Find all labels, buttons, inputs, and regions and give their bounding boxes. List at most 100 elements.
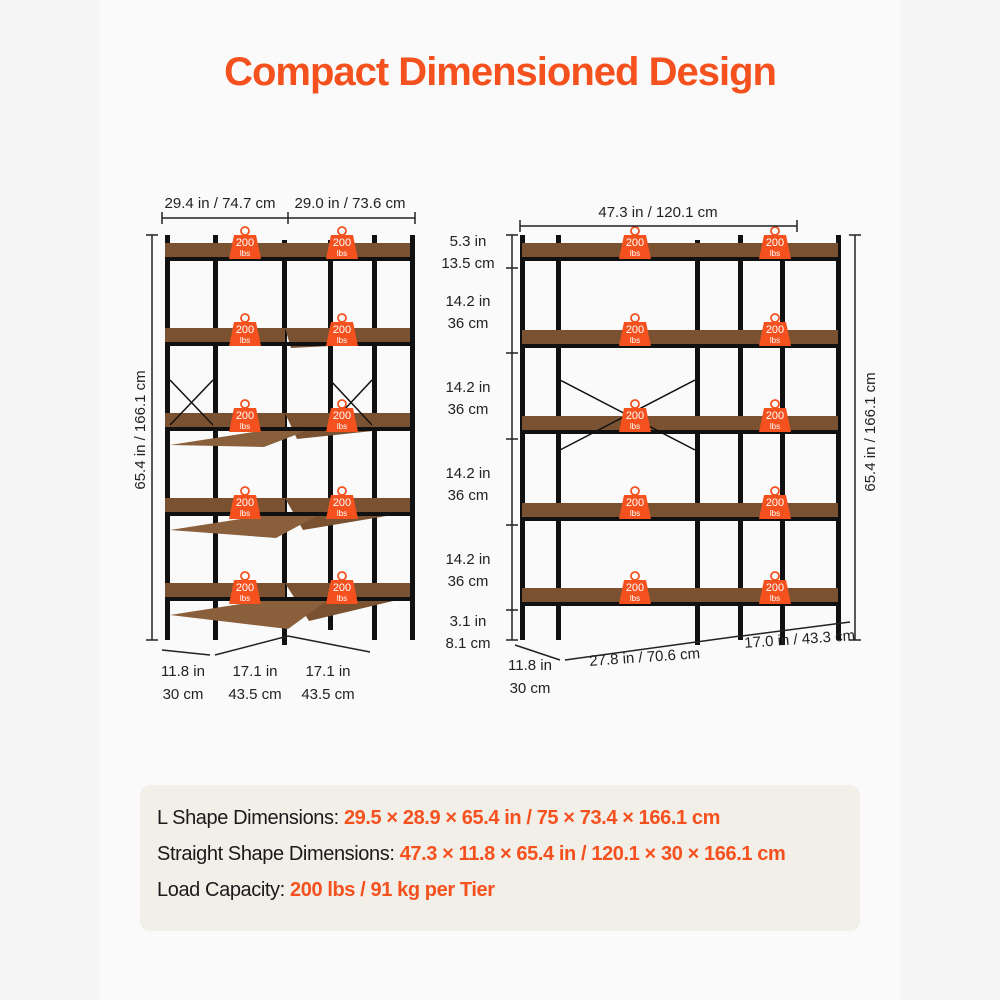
weight-icon [229,322,261,346]
weight-icon [619,408,651,432]
weight-icon [759,235,791,259]
l-bottom-mid-in: 17.1 in [232,663,277,680]
badge-value: 200 [333,497,351,509]
badge-unit: lbs [770,249,780,258]
s-width-label: 47.3 in / 120.1 cm [598,204,717,221]
s-gap-in: 3.1 in [450,613,487,630]
spec-value: 200 lbs / 91 kg per Tier [290,879,495,901]
spec-straight: Straight Shape Dimensions: 47.3 × 11.8 ×… [157,843,786,866]
weight-icon [240,486,250,496]
straight-dimensions [506,220,861,661]
s-bottom-right-label: 17.0 in / 43.3 cm [744,627,856,652]
badge-unit: lbs [240,594,250,603]
weight-icon [759,495,791,519]
s-depth-cm: 30 cm [510,680,551,697]
weight-icon [240,399,250,409]
weight-icon [326,322,358,346]
badge-unit: lbs [770,509,780,518]
badge-unit: lbs [337,509,347,518]
s-depth-in: 11.8 in [508,657,552,674]
weight-icon [619,495,651,519]
shelf-board [522,243,838,257]
l-shape-dimensions [146,212,416,656]
badge-unit: lbs [770,594,780,603]
shelf-board [170,427,316,447]
weight-icon [326,580,358,604]
shelf-rail [522,257,840,261]
s-gap-cm: 36 cm [448,315,489,332]
badge-value: 200 [626,582,644,594]
l-depth-cm: 30 cm [163,686,204,703]
weight-icon [630,313,640,323]
specs-box: L Shape Dimensions: 29.5 × 28.9 × 65.4 i… [140,785,860,931]
l-width-right-label: 29.0 in / 73.6 cm [295,195,406,212]
s-gap-cm: 36 cm [448,401,489,418]
badge-unit: lbs [240,336,250,345]
l-bottom-mid-cm: 43.5 cm [228,686,281,703]
s-gap-cm: 36 cm [448,573,489,590]
page-title: Compact Dimensioned Design [224,50,777,94]
s-gap-in: 14.2 in [445,551,490,568]
badge-unit: lbs [337,422,347,431]
badge-value: 200 [626,324,644,336]
spec-load: Load Capacity: 200 lbs / 91 kg per Tier [157,879,495,902]
shelf-board [165,583,285,597]
weight-icon [337,486,347,496]
weight-icon [630,486,640,496]
badge-value: 200 [333,582,351,594]
badge-value: 200 [236,582,254,594]
spec-label: Straight Shape Dimensions: [157,843,395,865]
shelf-board [165,498,285,512]
l-bottom-right-cm: 43.5 cm [301,686,354,703]
s-gap-in: 14.2 in [445,465,490,482]
s-gap-in: 14.2 in [445,379,490,396]
weight-icon [337,313,347,323]
shelf-board [165,243,285,257]
weight-icon [630,399,640,409]
weight-icon [240,313,250,323]
frame-post [213,235,218,640]
shelf-rail [165,257,413,261]
badge-value: 200 [626,237,644,249]
weight-badges: 200lbs200lbs200lbs200lbs200lbs200lbs200l… [229,226,791,604]
shelf-rail [165,597,413,601]
weight-icon [229,495,261,519]
frame-post [520,235,525,640]
shelf-board [170,597,332,629]
weight-icon [759,322,791,346]
s-gap-in: 5.3 in [450,233,487,250]
weight-icon [326,408,358,432]
badge-value: 200 [333,237,351,249]
badge-value: 200 [333,410,351,422]
badge-unit: lbs [630,336,640,345]
shelf-board [522,330,838,344]
shelf-rail [165,512,413,516]
frame-post [282,240,287,645]
spec-value: 29.5 × 28.9 × 65.4 in / 75 × 73.4 × 166.… [343,807,720,829]
weight-icon [770,486,780,496]
l-bottom-right-in: 17.1 in [305,663,350,680]
badge-unit: lbs [770,336,780,345]
s-gap-in: 14.2 in [445,293,490,310]
weight-icon [619,235,651,259]
weight-icon [619,580,651,604]
badge-value: 200 [766,497,784,509]
l-height-label: 65.4 in / 166.1 cm [132,370,149,489]
badge-value: 200 [626,410,644,422]
weight-icon [326,495,358,519]
s-gap-cm: 8.1 cm [445,635,490,652]
weight-icon [759,580,791,604]
